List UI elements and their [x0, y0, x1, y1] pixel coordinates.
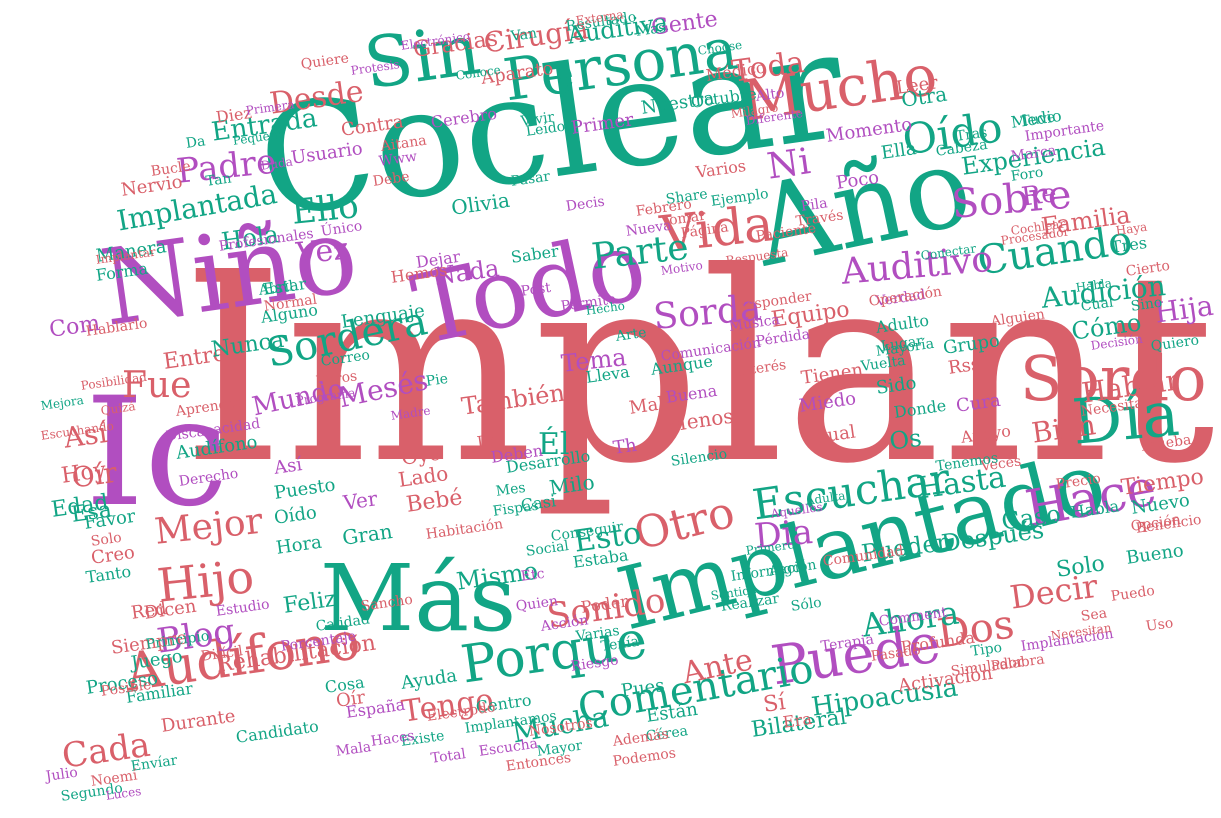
word-el: Él [538, 427, 570, 462]
word-mejor: Mejor [152, 500, 265, 553]
word-oido: Oído [272, 502, 319, 529]
word-hora: Hora [274, 531, 324, 559]
word-puedo: Puedo [1109, 582, 1156, 605]
word-mejora: Mejora [39, 392, 85, 413]
word-durante: Durante [159, 705, 237, 737]
word-arte: Arte [614, 324, 648, 345]
word-fue: Fue [122, 365, 192, 406]
word-oye: Oye [399, 440, 443, 470]
word-mala: Mala [334, 739, 373, 760]
word-implant: Implant [181, 216, 1215, 521]
word-mal: Mal [627, 393, 666, 419]
word-tras: Tras [954, 124, 989, 145]
word-mas: Más [320, 545, 517, 652]
word-casi: Casi [519, 491, 558, 515]
word-solo: Sólo [789, 594, 823, 615]
word-milo: Milo [547, 469, 596, 500]
word-podemos: Podemos [611, 745, 677, 770]
word-tan: Tan [204, 170, 233, 190]
word-social: Social [524, 538, 570, 560]
word-sordo: Sordo [1020, 342, 1207, 415]
word-ni: Ni [764, 141, 813, 188]
word-era: Era [781, 709, 813, 732]
word-ella: Ella [879, 138, 918, 164]
word-ademas: Además [611, 726, 670, 750]
word-red: Red [129, 598, 169, 624]
word-candidato: Candidato [234, 716, 320, 747]
word-ic: Ic [85, 366, 229, 540]
word-os: Os [887, 423, 924, 456]
word-post: Post [519, 279, 552, 300]
word-sino: Sino [1129, 294, 1164, 315]
word-decis: Decis [564, 193, 606, 215]
word-total: Total [429, 746, 467, 767]
word-pie: Pie [424, 370, 450, 390]
word-etc: Etc [519, 565, 546, 585]
word-rss: Rss [946, 353, 982, 379]
word-re: Re [1019, 178, 1059, 213]
word-tanto: Tanto [84, 561, 133, 587]
word-th: Th [611, 434, 639, 459]
word-uso: Uso [1144, 615, 1175, 635]
word-bueno: Bueno [1124, 539, 1185, 569]
word-solo: Solo [89, 529, 123, 550]
word-van: Van [509, 25, 539, 45]
word-algo: Algo [767, 559, 802, 580]
word-mas: Mas [634, 19, 667, 40]
word-estan: Están [644, 698, 700, 727]
word-asi: Así [272, 454, 304, 479]
word-ver: Ver [341, 486, 379, 515]
word-julio: Julio [44, 764, 79, 785]
word-da: Da [184, 133, 207, 152]
word-gran: Gran [340, 519, 394, 550]
word-solo: Solo [1054, 551, 1107, 583]
word-luces: Luces [104, 784, 143, 803]
